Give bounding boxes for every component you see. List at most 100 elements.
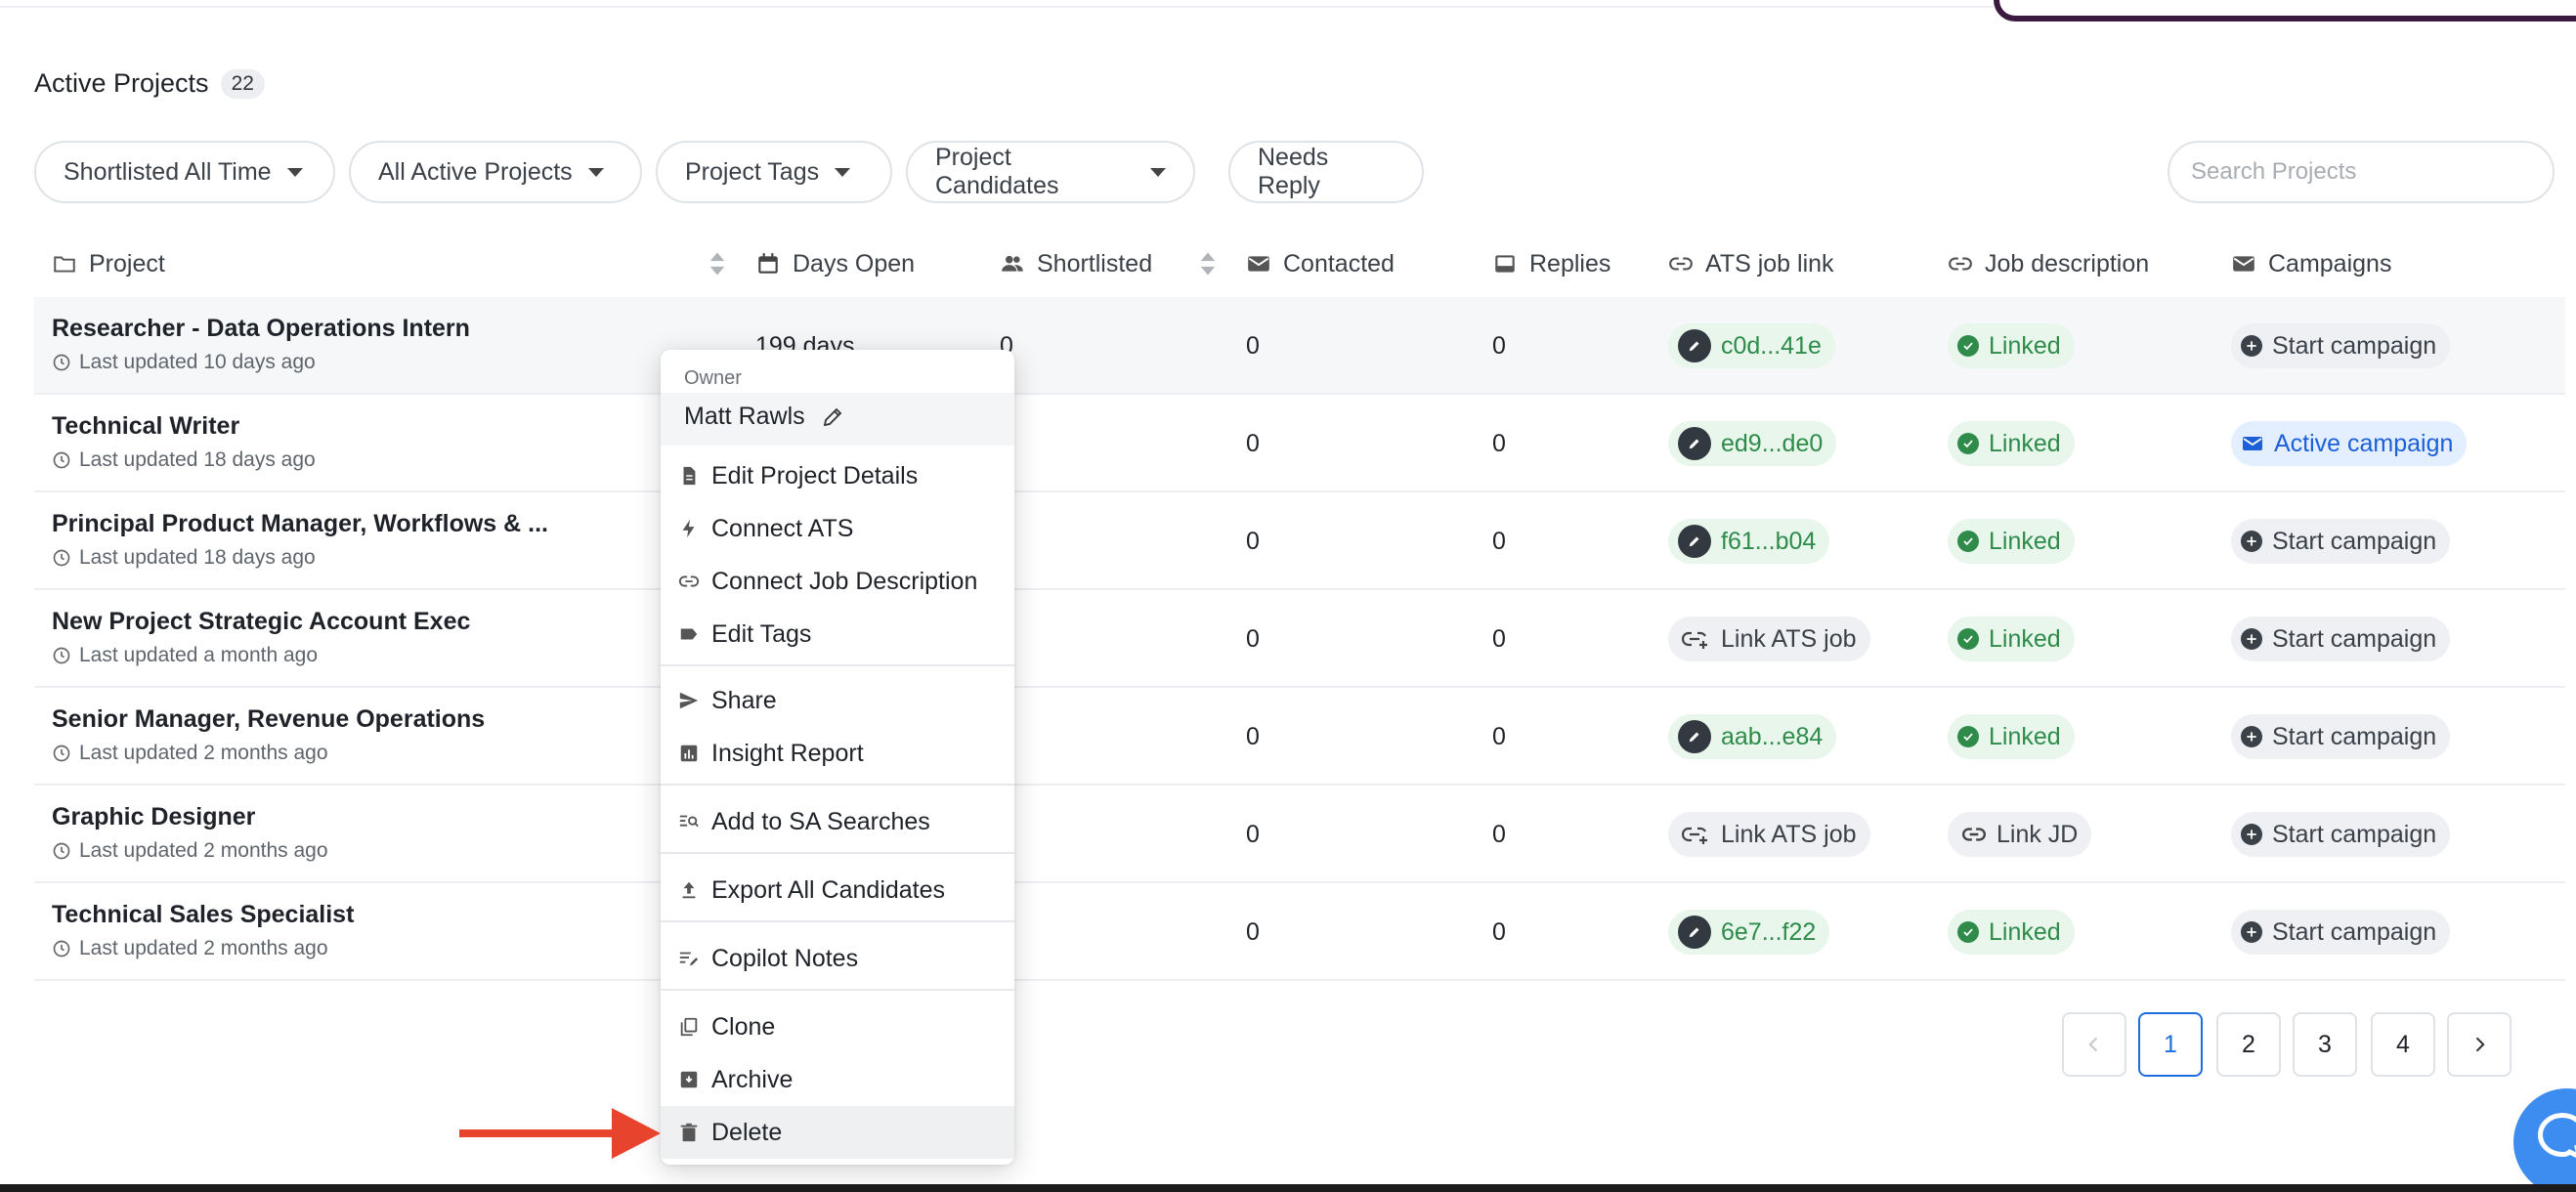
pagination-page-1[interactable]: 1 xyxy=(2138,1012,2203,1077)
menu-item-copilot-notes[interactable]: Copilot Notes xyxy=(661,932,1014,985)
jd-linked-pill[interactable]: Linked xyxy=(1948,714,2075,759)
sort-icon[interactable] xyxy=(1199,251,1217,277)
page-header: Active Projects 22 xyxy=(34,68,265,99)
caret-down-icon xyxy=(286,167,303,177)
upload-icon xyxy=(682,881,696,899)
jd-linked-pill[interactable]: Linked xyxy=(1948,617,2075,661)
pagination-page-3[interactable]: 3 xyxy=(2293,1012,2357,1077)
clock-icon xyxy=(53,745,70,762)
table-row[interactable]: Principal Product Manager, Workflows & .… xyxy=(34,492,2565,590)
menu-item-archive[interactable]: Archive xyxy=(661,1053,1014,1106)
menu-item-label: Archive xyxy=(711,1065,794,1093)
project-name[interactable]: Technical Writer xyxy=(52,412,240,440)
table-row[interactable]: Senior Manager, Revenue Operations Last … xyxy=(34,688,2565,786)
menu-item-connect-ats[interactable]: Connect ATS xyxy=(661,502,1014,555)
filter-shortlisted-dropdown[interactable]: Shortlisted All Time xyxy=(34,141,335,203)
column-job-description[interactable]: Job description xyxy=(1948,234,2149,293)
link-icon xyxy=(1949,257,1972,271)
contacted-value: 0 xyxy=(1246,624,1260,653)
menu-item-clone[interactable]: Clone xyxy=(661,1000,1014,1053)
project-name[interactable]: Researcher - Data Operations Intern xyxy=(52,315,470,342)
chat-support-button[interactable] xyxy=(2513,1088,2576,1192)
start-campaign-button[interactable]: Start campaign xyxy=(2231,617,2451,661)
owner-name-row[interactable]: Matt Rawls xyxy=(684,403,844,431)
filter-needs-reply-button[interactable]: Needs Reply xyxy=(1228,141,1424,203)
ats-job-link-pill[interactable]: 6e7...f22 xyxy=(1668,910,1830,955)
project-cell[interactable]: Principal Product Manager, Workflows & .… xyxy=(52,510,548,570)
ats-job-link-pill[interactable]: c0d...41e xyxy=(1668,323,1835,368)
menu-item-delete[interactable]: Delete xyxy=(661,1106,1014,1159)
link-ats-job-button[interactable]: Link ATS job xyxy=(1668,617,1870,661)
menu-item-connect-job-description[interactable]: Connect Job Description xyxy=(661,555,1014,608)
column-contacted[interactable]: Contacted xyxy=(1246,234,1395,293)
project-name[interactable]: Principal Product Manager, Workflows & .… xyxy=(52,510,548,537)
edit-pencil-icon[interactable] xyxy=(821,405,844,429)
add-link-icon xyxy=(1682,827,1707,844)
column-replies[interactable]: Replies xyxy=(1492,234,1610,293)
project-name[interactable]: Technical Sales Specialist xyxy=(52,901,355,928)
jd-linked-pill[interactable]: Linked xyxy=(1948,323,2075,368)
caret-down-icon xyxy=(835,167,851,177)
active-campaign-button[interactable]: Active campaign xyxy=(2231,421,2468,466)
menu-item-label: Share xyxy=(711,686,777,714)
pagination-page-2[interactable]: 2 xyxy=(2216,1012,2281,1077)
jd-linked-pill[interactable]: Linked xyxy=(1948,910,2075,955)
menu-item-edit-project-details[interactable]: Edit Project Details xyxy=(661,449,1014,502)
project-cell[interactable]: Graphic Designer Last updated 2 months a… xyxy=(52,803,328,863)
column-shortlisted[interactable]: Shortlisted xyxy=(1000,234,1152,293)
column-ats-job-link[interactable]: ATS job link xyxy=(1668,234,1834,293)
column-project[interactable]: Project xyxy=(52,234,165,293)
pagination-prev-button[interactable] xyxy=(2062,1012,2126,1077)
filter-active-projects-dropdown[interactable]: All Active Projects xyxy=(349,141,642,203)
project-name[interactable]: Senior Manager, Revenue Operations xyxy=(52,705,486,733)
table-row[interactable]: Technical Writer Last updated 18 days ag… xyxy=(34,395,2565,492)
chevron-right-icon xyxy=(2475,1037,2485,1052)
start-campaign-button[interactable]: Start campaign xyxy=(2231,714,2451,759)
search-projects-input[interactable] xyxy=(2168,141,2555,203)
start-campaign-button[interactable]: Start campaign xyxy=(2231,910,2451,955)
table-row[interactable]: Technical Sales Specialist Last updated … xyxy=(34,883,2565,981)
plus-circle-icon xyxy=(2241,921,2262,943)
ats-job-link-pill[interactable]: aab...e84 xyxy=(1668,714,1837,759)
menu-item-share[interactable]: Share xyxy=(661,674,1014,727)
start-campaign-button[interactable]: Start campaign xyxy=(2231,812,2451,857)
ats-job-link-pill[interactable]: f61...b04 xyxy=(1668,519,1830,564)
jd-linked-pill[interactable]: Linked xyxy=(1948,421,2075,466)
menu-item-export-all-candidates[interactable]: Export All Candidates xyxy=(661,864,1014,916)
calendar-icon xyxy=(758,253,778,274)
project-cell[interactable]: Technical Writer Last updated 18 days ag… xyxy=(52,412,316,472)
project-cell[interactable]: Senior Manager, Revenue Operations Last … xyxy=(52,705,485,765)
ats-job-link-pill[interactable]: ed9...de0 xyxy=(1668,421,1837,466)
jd-text: Linked xyxy=(1989,429,2061,457)
column-campaigns[interactable]: Campaigns xyxy=(2231,234,2391,293)
start-campaign-button[interactable]: Start campaign xyxy=(2231,323,2451,368)
filter-project-candidates-dropdown[interactable]: Project Candidates xyxy=(906,141,1195,203)
link-jd-button[interactable]: Link JD xyxy=(1948,812,2092,857)
table-row[interactable]: New Project Strategic Account Exec Last … xyxy=(34,590,2565,688)
last-updated-text: Last updated 2 months ago xyxy=(79,839,328,862)
column-days-open[interactable]: Days Open xyxy=(755,234,915,293)
project-cell[interactable]: Researcher - Data Operations Intern Last… xyxy=(52,315,470,374)
people-icon xyxy=(1002,255,1023,272)
menu-divider xyxy=(661,920,1014,922)
pagination-page-4[interactable]: 4 xyxy=(2371,1012,2435,1077)
menu-item-edit-tags[interactable]: Edit Tags xyxy=(661,608,1014,660)
filter-label: Project Candidates xyxy=(935,144,1059,199)
project-cell[interactable]: Technical Sales Specialist Last updated … xyxy=(52,901,354,960)
project-name[interactable]: Graphic Designer xyxy=(52,803,256,830)
menu-item-insight-report[interactable]: Insight Report xyxy=(661,727,1014,780)
project-name[interactable]: New Project Strategic Account Exec xyxy=(52,608,471,635)
table-row[interactable]: Researcher - Data Operations Intern Last… xyxy=(34,297,2565,395)
sort-icon[interactable] xyxy=(708,251,726,277)
filter-project-tags-dropdown[interactable]: Project Tags xyxy=(656,141,892,203)
jd-text: Linked xyxy=(1989,722,2061,750)
table-row[interactable]: Graphic Designer Last updated 2 months a… xyxy=(34,786,2565,883)
project-cell[interactable]: New Project Strategic Account Exec Last … xyxy=(52,608,470,667)
start-campaign-button[interactable]: Start campaign xyxy=(2231,519,2451,564)
filter-label: Needs Reply xyxy=(1258,144,1329,199)
menu-item-add-to-sa-searches[interactable]: Add to SA Searches xyxy=(661,795,1014,848)
pagination-next-button[interactable] xyxy=(2447,1012,2512,1077)
clock-icon xyxy=(53,647,70,664)
link-ats-job-button[interactable]: Link ATS job xyxy=(1668,812,1870,857)
jd-linked-pill[interactable]: Linked xyxy=(1948,519,2075,564)
